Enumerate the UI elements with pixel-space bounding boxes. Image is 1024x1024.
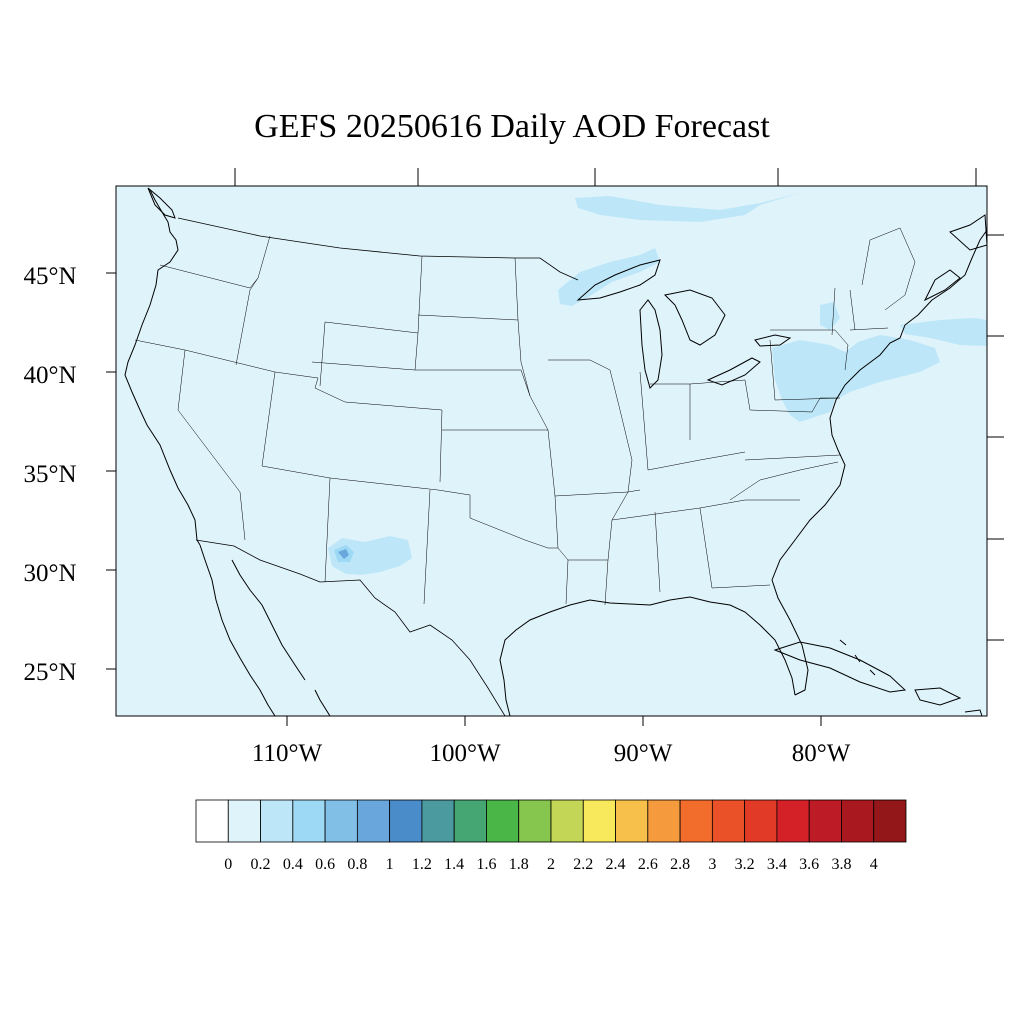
colorbar-swatch-10 (518, 799, 552, 843)
colorbar-tick-label: 3.4 (767, 856, 787, 873)
aod-area-great-lakes (558, 248, 660, 306)
colorbar-tick-label: 0.2 (251, 856, 271, 873)
colorbar-tick-label: 2.6 (638, 856, 658, 873)
aod-area-atlantic (900, 318, 987, 346)
colorbar-swatch-20 (841, 799, 875, 843)
aod-area-vermont (820, 302, 840, 330)
lat-label-45: 45°N (23, 263, 76, 290)
aod-contours (328, 193, 987, 575)
colorbar-tick-label: 0.8 (347, 856, 367, 873)
vancouver-island (147, 187, 176, 219)
colorbar-swatch-0 (195, 799, 229, 843)
map-background (116, 186, 987, 716)
colorbar-swatch-4 (324, 799, 358, 843)
colorbar-swatch-15 (679, 799, 713, 843)
east-coast (771, 229, 987, 581)
colorbar-tick-label: 0.6 (315, 856, 335, 873)
colorbar-swatch-11 (550, 799, 584, 843)
cuba (773, 641, 907, 693)
gulf-of-california (231, 559, 306, 681)
colorbar-tick-label: 2.8 (670, 856, 690, 873)
colorbar-swatch-14 (647, 799, 681, 843)
colorbar-tick-label: 0.4 (283, 856, 303, 873)
lat-label-30: 30°N (23, 560, 76, 587)
aod-area-northeast (772, 335, 940, 422)
colorbar-tick-label: 1.2 (412, 856, 432, 873)
mexico-west-coast (314, 689, 331, 716)
lat-label-40: 40°N (23, 362, 76, 389)
gulf-coast-us (569, 596, 796, 696)
colorbar-tick-label: 3.2 (735, 856, 755, 873)
colorbar-tick-label: 1.4 (444, 856, 464, 873)
colorbar-swatch-6 (389, 799, 423, 843)
map-frame (115, 185, 988, 717)
colorbar-tick-label: 3.8 (831, 856, 851, 873)
lake-michigan (639, 299, 663, 389)
lake-ontario (754, 334, 792, 347)
colorbar-tick-label: 2 (547, 856, 555, 873)
colorbar-swatch-12 (582, 799, 616, 843)
colorbar-swatch-16 (711, 799, 746, 843)
colorbar-tick-label: 1.8 (509, 856, 529, 873)
colorbar-swatch-17 (744, 799, 778, 843)
coastlines (124, 187, 987, 716)
colorbar-swatch-1 (227, 799, 261, 843)
baja-california (199, 544, 276, 716)
lake-erie (706, 357, 761, 386)
lake-superior (576, 259, 661, 301)
west-coast (124, 189, 201, 546)
lon-label-90w: 90°W (614, 740, 673, 767)
lon-label-110w: 110°W (252, 740, 323, 767)
colorbar-swatch-7 (421, 799, 455, 843)
colorbar-labels: 0 0.2 0.4 0.6 0.8 1 1.2 1.4 1.6 1.8 2 2.2 2.4 2.6 2.8 3… (224, 856, 877, 873)
florida-east (771, 579, 809, 696)
colorbar-swatch-2 (260, 799, 294, 843)
colorbar (195, 799, 907, 843)
colorbar-swatch-3 (292, 799, 326, 843)
state-boundaries (134, 227, 916, 606)
lake-huron (663, 289, 726, 346)
colorbar-swatch-13 (615, 799, 649, 843)
colorbar-tick-label: 0 (224, 856, 232, 873)
colorbar-swatch-18 (776, 799, 810, 843)
lat-label-35: 35°N (23, 461, 76, 488)
international-border (177, 217, 579, 716)
colorbar-swatch-19 (808, 799, 842, 843)
colorbar-swatch-21 (873, 799, 907, 843)
colorbar-tick-label: 3.6 (799, 856, 819, 873)
puerto-rico (964, 709, 983, 716)
aod-area-new-mexico (328, 536, 412, 575)
colorbar-tick-label: 2.2 (573, 856, 593, 873)
colorbar-tick-label: 4 (870, 856, 878, 873)
newfoundland (949, 214, 987, 251)
aod-area-nm-core-0.8 (338, 549, 349, 559)
bahamas (839, 639, 876, 676)
hispaniola (914, 687, 962, 706)
colorbar-swatch-5 (356, 799, 391, 843)
colorbar-tick-label: 2.4 (606, 856, 626, 873)
gulf-coast-mexico (499, 604, 571, 716)
aod-contours-high (334, 545, 354, 562)
us-canada-border (177, 217, 579, 281)
colorbar-tick-label: 1 (386, 856, 394, 873)
colorbar-tick-label: 3 (708, 856, 716, 873)
colorbar-tick-label: 1.6 (476, 856, 496, 873)
us-mexico-border (195, 539, 506, 716)
colorbar-swatch-8 (453, 799, 487, 843)
colorbar-swatch-9 (486, 799, 520, 843)
axis-ticks (106, 168, 1004, 726)
lat-label-25: 25°N (23, 659, 76, 686)
map-title: GEFS 20250616 Daily AOD Forecast (254, 108, 770, 145)
lon-label-100w: 100°W (429, 740, 500, 767)
nova-scotia (923, 269, 961, 302)
aod-area-canada-north (575, 193, 800, 222)
great-lakes (576, 259, 792, 389)
lon-label-80w: 80°W (792, 740, 851, 767)
